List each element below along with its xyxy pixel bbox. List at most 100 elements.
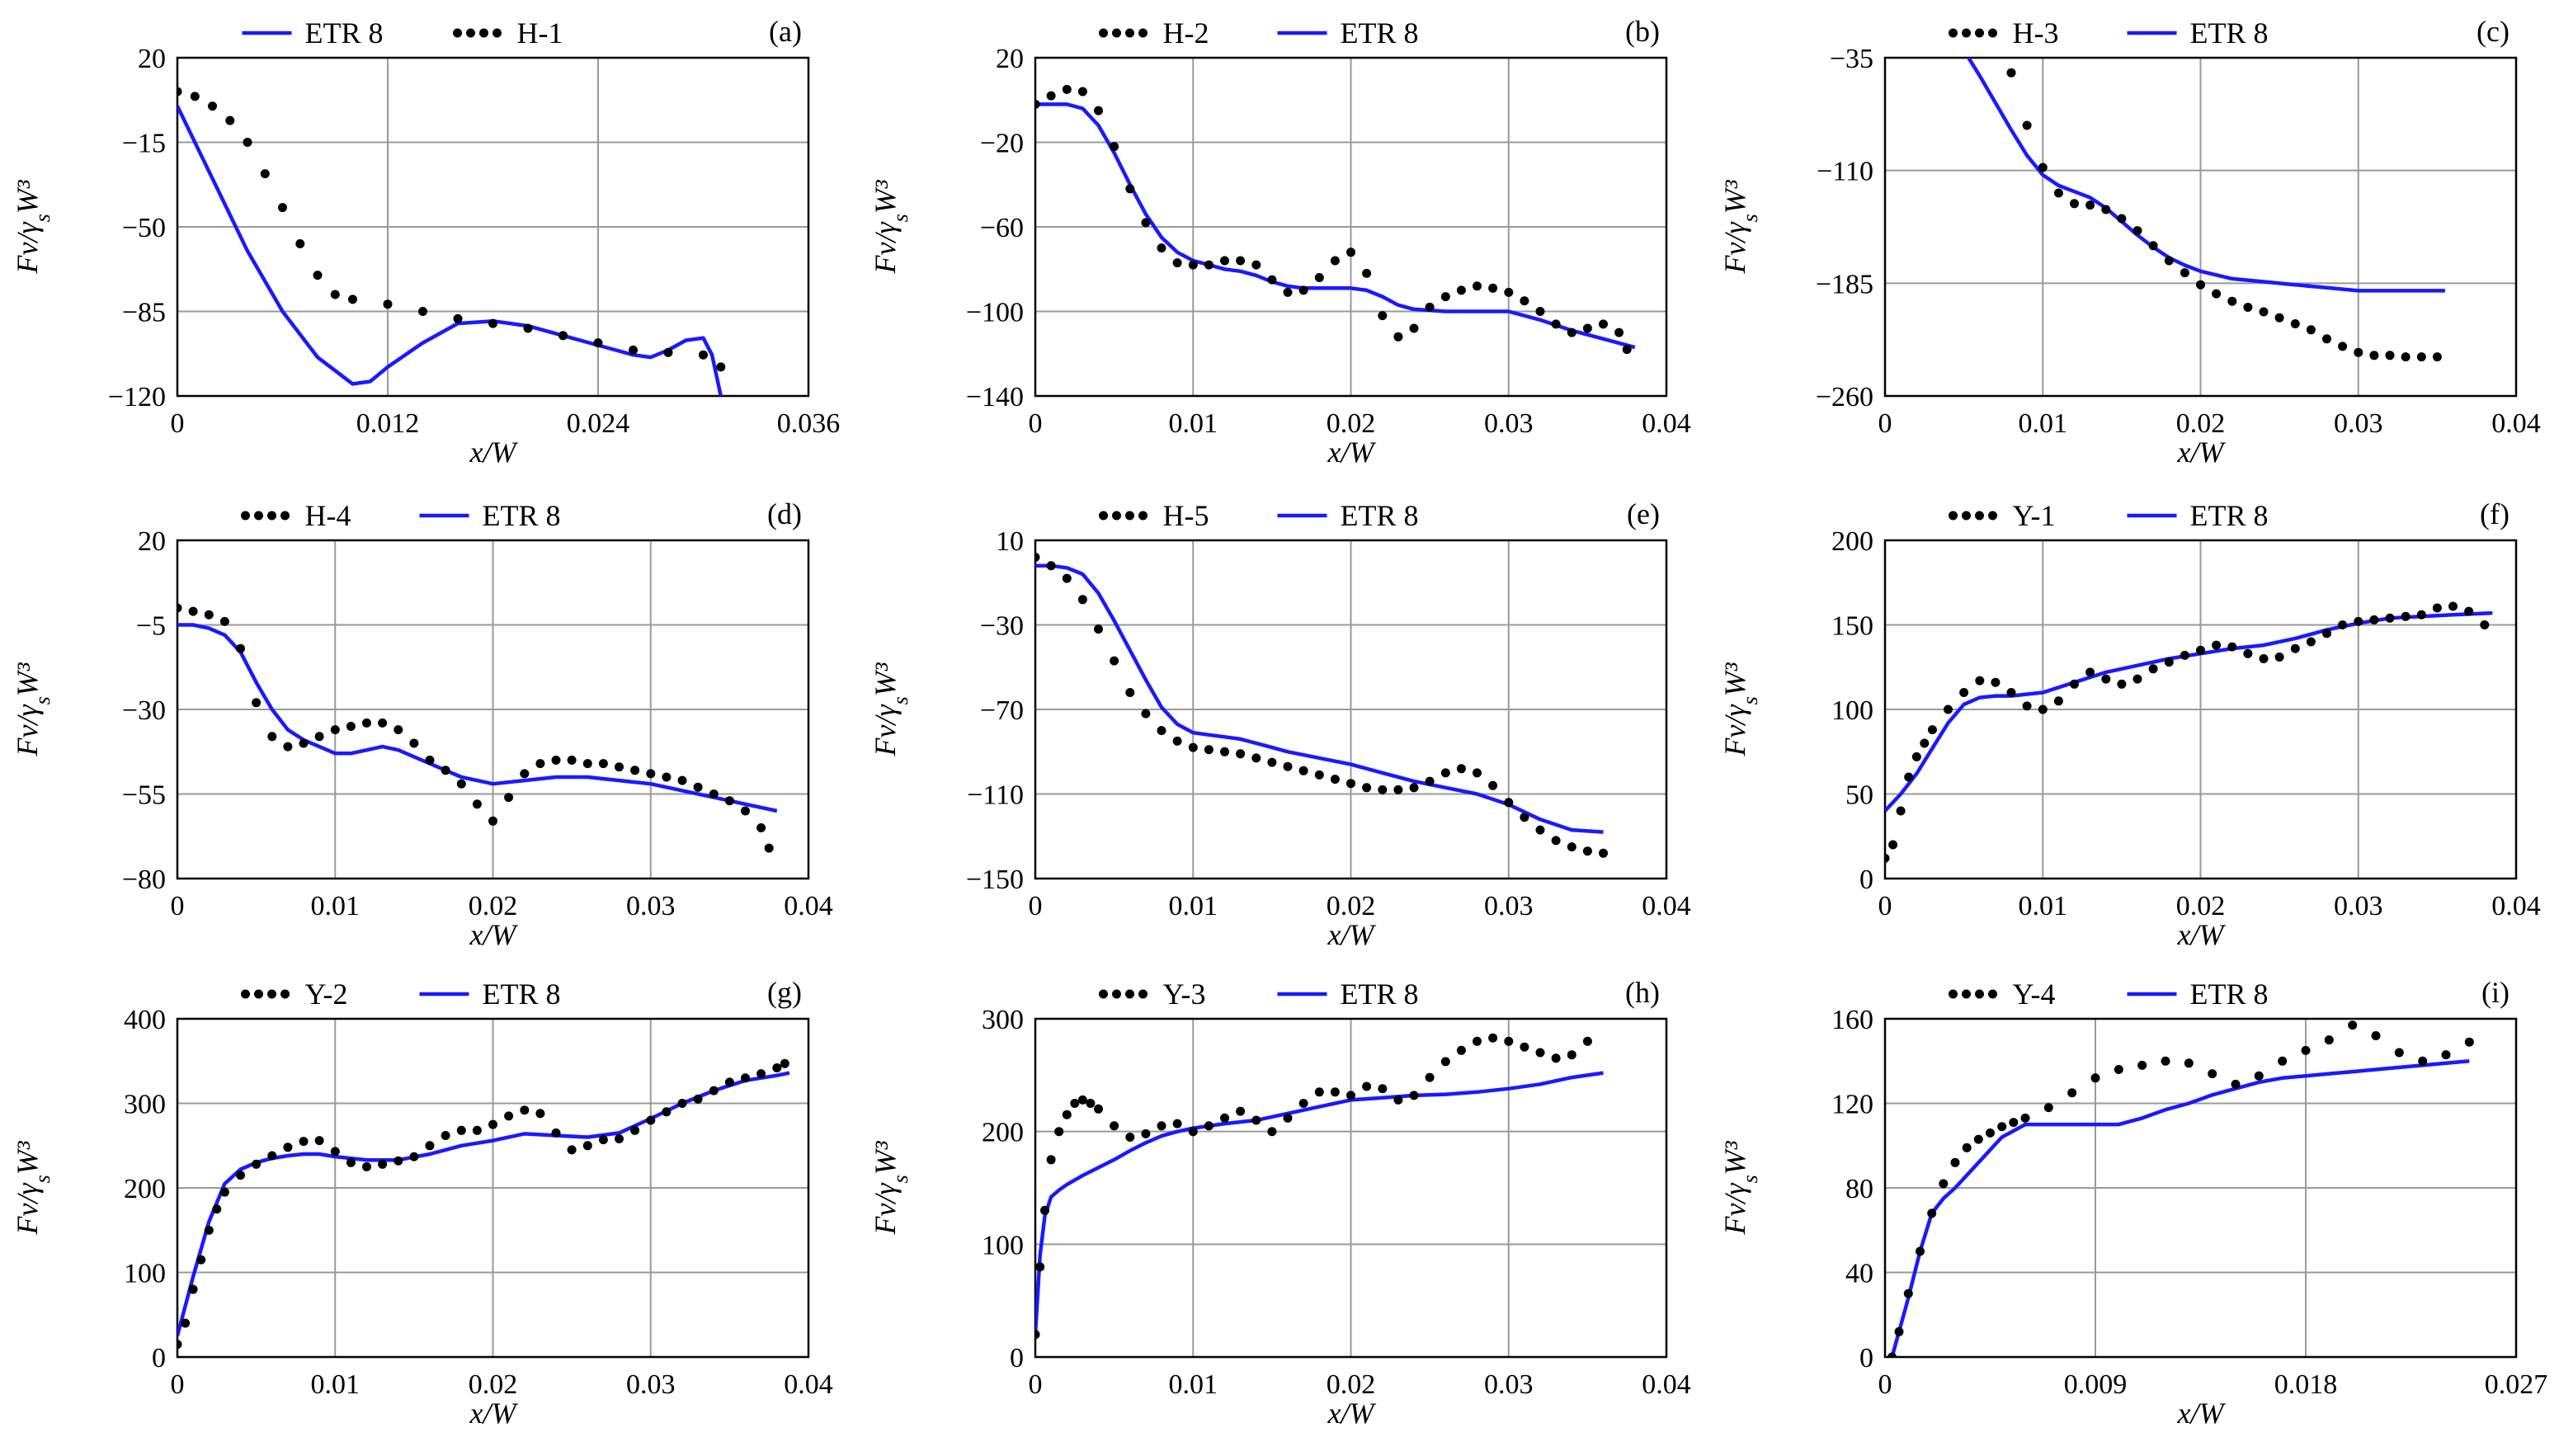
data-point (1035, 1330, 1040, 1340)
data-point (780, 1058, 789, 1068)
data-point (1567, 842, 1576, 852)
data-point (1504, 287, 1514, 297)
plot-frame (1034, 56, 1668, 398)
x-axis-label: x/W (1327, 436, 1377, 469)
y-tick-label: −5 (136, 611, 166, 642)
data-point (1440, 1057, 1450, 1067)
plot-area (1966, 58, 2445, 362)
data-point (190, 92, 200, 101)
data-point (2053, 696, 2063, 706)
data-point (2227, 296, 2237, 306)
legend-dots-swatch (1099, 989, 1108, 999)
legend-dots-swatch (241, 511, 250, 521)
data-point (1110, 656, 1119, 666)
data-point (1582, 323, 1592, 333)
data-point (1251, 260, 1261, 270)
data-point (1582, 846, 1592, 856)
data-point (330, 1147, 340, 1157)
data-point (1440, 768, 1450, 778)
data-point (2022, 701, 2032, 711)
data-point (1157, 726, 1166, 736)
data-point (2164, 256, 2174, 266)
data-point (2369, 615, 2379, 624)
data-point (2184, 1058, 2194, 1068)
series-line-etr-8 (1035, 1071, 1604, 1335)
series-line-etr-8 (177, 623, 778, 813)
legend-dots-swatch (1975, 28, 1984, 38)
legend: Y-3 ETR 8 (1099, 978, 1419, 1011)
data-point (2117, 679, 2127, 689)
x-tick-label: 0.009 (2064, 1369, 2128, 1400)
data-point (646, 1115, 656, 1125)
y-tick-label: 100 (1831, 695, 1873, 726)
data-point (1346, 247, 1355, 257)
data-point (2274, 653, 2284, 662)
data-point (2464, 1037, 2474, 1047)
data-point (2006, 688, 2016, 697)
data-point (1220, 256, 1229, 266)
data-point (212, 1204, 222, 1214)
data-point (1378, 785, 1388, 794)
data-point (693, 1094, 703, 1104)
data-point (181, 1318, 191, 1328)
data-point (615, 762, 624, 772)
data-point (2464, 606, 2474, 616)
legend-label: H-3 (2013, 16, 2059, 49)
legend-dots-swatch (1949, 989, 1958, 999)
data-point (1939, 1179, 1949, 1189)
series-line-etr-8 (1890, 1059, 2470, 1357)
data-point (1425, 776, 1435, 786)
data-point (2180, 268, 2189, 278)
legend-dots-swatch (1138, 989, 1148, 999)
data-point (523, 323, 533, 333)
data-point (346, 722, 356, 731)
series-line-etr-8 (1885, 610, 2493, 813)
data-point (2369, 351, 2379, 360)
data-point (504, 793, 514, 803)
data-point (204, 610, 214, 620)
plot-area (1885, 601, 2493, 863)
x-tick-label: 0.01 (2019, 408, 2068, 439)
data-point (2290, 643, 2300, 653)
legend-label: Y-4 (2013, 978, 2056, 1011)
data-point (425, 1141, 435, 1151)
data-point (2043, 1103, 2053, 1113)
legend-dots-swatch (254, 511, 263, 521)
y-tick-label: −100 (966, 298, 1024, 328)
legend-dots-swatch (1949, 511, 1958, 521)
data-point (1086, 1099, 1096, 1108)
legend-dots-swatch (1112, 28, 1121, 38)
data-point (1456, 1045, 1466, 1055)
data-point (662, 772, 672, 782)
x-tick-label: 0.03 (2334, 408, 2383, 439)
y-tick-label: −60 (980, 213, 1024, 243)
y-tick-label: −35 (1830, 44, 1873, 74)
data-point (177, 87, 182, 97)
x-tick-label: 0.027 (2485, 1369, 2548, 1400)
data-point (1062, 84, 1072, 94)
data-point (535, 1109, 545, 1119)
data-point (1157, 1121, 1166, 1131)
legend-dots-swatch (1138, 28, 1148, 38)
data-point (236, 1171, 245, 1180)
y-tick-label: −85 (122, 298, 166, 328)
data-point (283, 742, 293, 752)
data-point (756, 823, 766, 832)
data-point (1911, 752, 1921, 761)
data-point (1062, 1110, 1072, 1119)
data-point (1991, 677, 2001, 687)
data-point (314, 732, 324, 742)
plot-frame (176, 1017, 810, 1359)
data-point (1046, 561, 1056, 571)
legend-dots-swatch (267, 511, 276, 521)
legend-label: ETR 8 (2190, 16, 2269, 49)
data-point (1077, 87, 1087, 97)
legend-label: ETR 8 (483, 978, 561, 1011)
data-point (2301, 1045, 2311, 1055)
data-point (2006, 68, 2016, 78)
x-axis-label: x/W (1327, 918, 1377, 951)
data-point (252, 698, 262, 708)
data-point (1330, 775, 1340, 785)
data-point (1599, 848, 1608, 858)
